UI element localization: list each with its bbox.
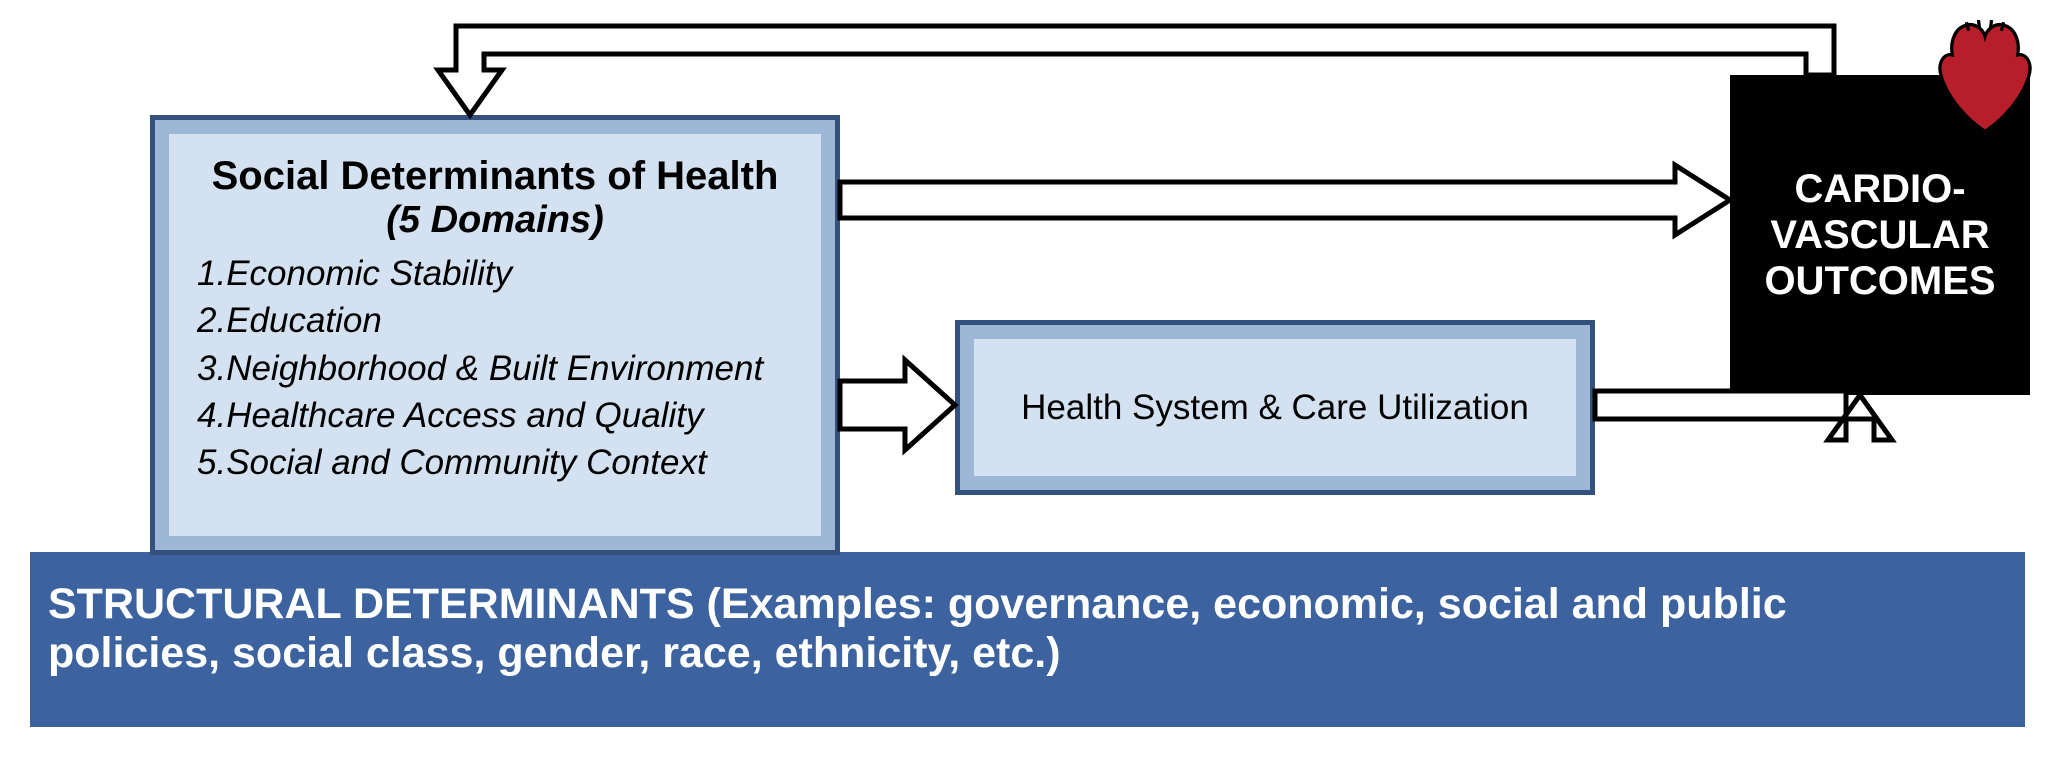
arrows-layer [0, 0, 2055, 758]
diagram-canvas: STRUCTURAL DETERMINANTS (Examples: gover… [0, 0, 2055, 758]
